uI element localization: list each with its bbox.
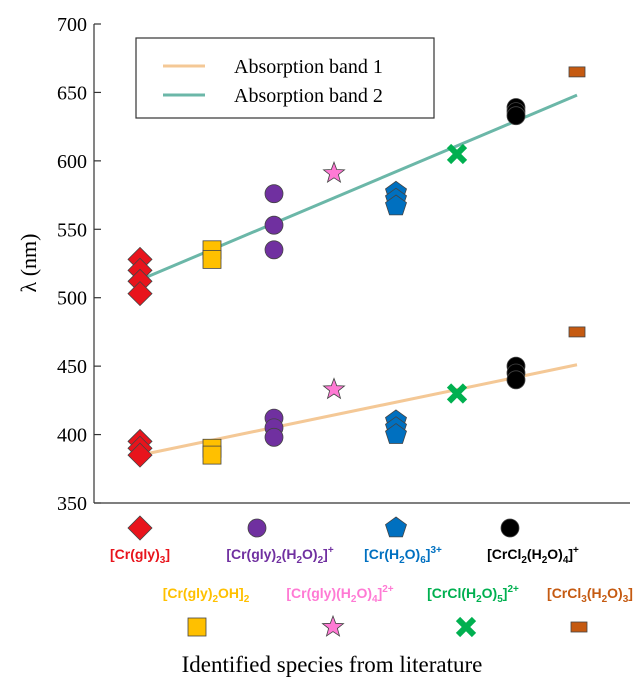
data-point-crclh2o5-band1 [446, 383, 468, 404]
key-label-crh2o6: [Cr(H2O)6]3+ [364, 545, 442, 566]
key-marker-crcl2h2o4 [500, 518, 520, 538]
key-label-crgly2h2o2: [Cr(gly)2(H2O)2]+ [226, 545, 333, 566]
data-point-crgly2h2o2-band2 [264, 184, 284, 204]
legend: Absorption band 1 Absorption band 2 [135, 37, 435, 119]
plot-area [127, 66, 586, 468]
y-axis: 350 400 450 500 550 600 650 700 [57, 14, 630, 515]
key-label-crclh2o5: [CrCl(H2O)5]2+ [427, 584, 519, 605]
key-marker-crclh2o5 [455, 616, 477, 638]
data-point-crcl2h2o4-band1 [506, 370, 526, 390]
y-tick-label: 600 [57, 151, 87, 173]
key-label-crgly3: [Cr(gly)3] [110, 546, 170, 566]
key-label-crgly2oh: [Cr(gly)2OH]2 [163, 585, 250, 605]
y-tick-label: 550 [57, 219, 87, 241]
data-point-crh2o6-band1 [385, 423, 407, 444]
key-label-crcl3h2o3: [CrCl3(H2O)3] [547, 585, 633, 605]
data-point-crgly2h2o2-band2 [264, 240, 284, 260]
data-point-crgly3-band2 [127, 281, 153, 307]
y-tick-label: 650 [57, 82, 87, 104]
species-key: [Cr(gly)3] [Cr(gly)2OH]2 [Cr(gly)2(H2O)2]+… [110, 515, 633, 638]
key-marker-crgly2oh [187, 617, 207, 637]
data-point-crglyh2o4-band2 [322, 161, 346, 184]
data-point-crgly2oh-band2 [202, 249, 222, 269]
key-marker-crcl3h2o3 [570, 621, 588, 633]
data-point-crclh2o5-band2 [446, 143, 468, 165]
key-marker-crglyh2o4 [321, 614, 345, 637]
y-axis-label: λ (nm) [16, 234, 41, 293]
y-tick-label: 500 [57, 288, 87, 310]
y-tick-label: 350 [57, 493, 87, 515]
data-point-crcl3h2o3-band1 [568, 326, 586, 338]
data-point-crh2o6-band2 [385, 194, 407, 216]
legend-label: Absorption band 2 [234, 85, 383, 107]
data-point-crcl2h2o4-band2 [506, 106, 526, 126]
key-marker-crgly2h2o2 [247, 518, 267, 538]
data-point-crgly2h2o2-band1 [264, 427, 284, 447]
data-point-crglyh2o4-band1 [322, 377, 346, 400]
key-label-crcl2h2o4: [CrCl2(H2O)4]+ [487, 545, 579, 566]
data-point-crgly2oh-band1 [202, 445, 222, 465]
legend-label: Absorption band 1 [234, 56, 383, 78]
legend-box [135, 37, 435, 119]
y-tick-label: 400 [57, 425, 87, 447]
key-label-crglyh2o4: [Cr(gly)(H2O)4]2+ [286, 584, 393, 605]
data-point-crcl3h2o3-band2 [568, 66, 586, 78]
data-point-crgly3-band1 [127, 442, 153, 468]
x-axis-label: Identified species from literature [182, 652, 483, 677]
data-point-crgly2h2o2-band2 [264, 215, 284, 235]
key-marker-crgly3 [127, 515, 153, 541]
y-tick-label: 450 [57, 356, 87, 378]
y-tick-label: 700 [57, 14, 87, 36]
key-marker-crh2o6 [385, 516, 407, 538]
